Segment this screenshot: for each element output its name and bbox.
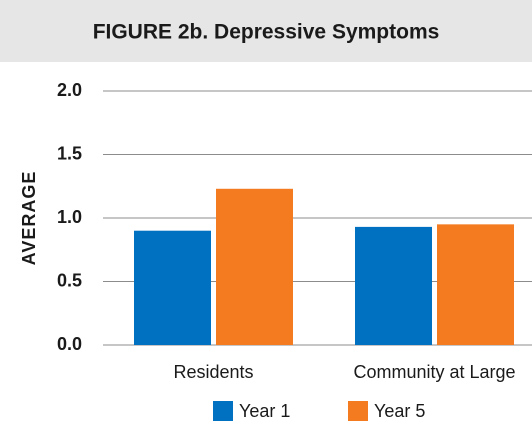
bar bbox=[437, 224, 514, 345]
y-tick-label: 1.0 bbox=[57, 207, 82, 227]
y-tick-label: 2.0 bbox=[57, 80, 82, 100]
title-band bbox=[0, 0, 532, 62]
legend-label: Year 5 bbox=[374, 401, 425, 421]
x-tick-label: Community at Large bbox=[353, 362, 515, 382]
bar bbox=[216, 188, 293, 345]
legend-swatch bbox=[213, 401, 233, 421]
legend-label: Year 1 bbox=[239, 401, 290, 421]
y-axis-label: AVERAGE bbox=[19, 171, 39, 266]
chart-title: FIGURE 2b. Depressive Symptoms bbox=[93, 21, 440, 44]
y-tick-label: 0.5 bbox=[57, 270, 82, 290]
x-tick-label: Residents bbox=[173, 362, 253, 382]
legend-swatch bbox=[348, 401, 368, 421]
y-tick-label: 0.0 bbox=[57, 334, 82, 354]
y-tick-label: 1.5 bbox=[57, 143, 82, 163]
bar bbox=[355, 226, 432, 345]
bar bbox=[134, 230, 211, 345]
